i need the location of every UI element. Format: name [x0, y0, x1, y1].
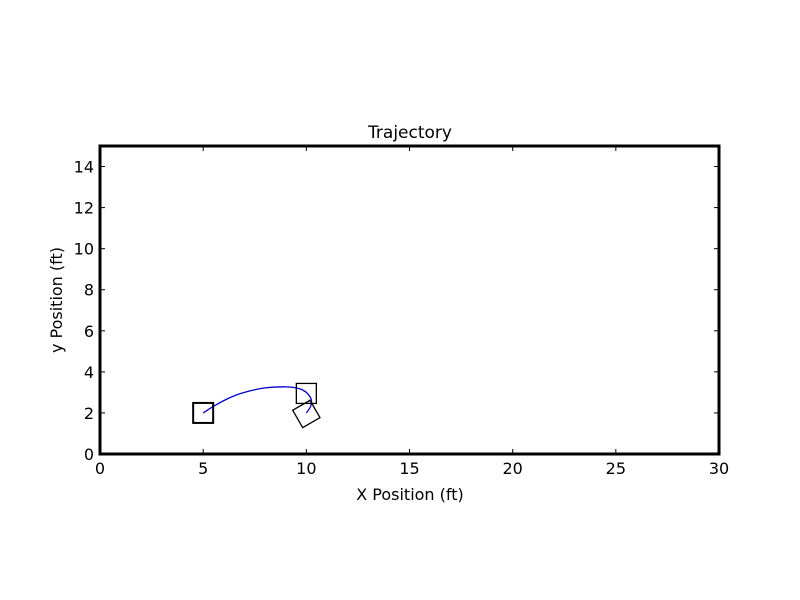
y-axis-label: y Position (ft) — [47, 247, 66, 353]
y-tick-label: 8 — [84, 281, 94, 300]
y-axis-ticks: 0 2 4 6 8 10 12 14 — [74, 158, 719, 464]
x-axis-ticks: 0 5 10 15 20 25 30 — [95, 146, 729, 478]
y-tick-label: 10 — [74, 240, 94, 259]
x-tick-label: 0 — [95, 459, 105, 478]
trajectory-line — [202, 386, 313, 414]
chart-title: Trajectory — [367, 123, 452, 143]
pose-marker — [192, 401, 215, 424]
x-tick-label: 25 — [606, 459, 626, 478]
x-tick-label: 5 — [198, 459, 208, 478]
y-tick-label: 6 — [84, 322, 94, 341]
y-tick-label: 2 — [84, 404, 94, 423]
data-layer — [192, 382, 321, 429]
y-tick-label: 0 — [84, 445, 94, 464]
plot-area — [98, 144, 721, 456]
y-tick-label: 4 — [84, 363, 94, 382]
x-tick-label: 10 — [296, 459, 316, 478]
x-tick-label: 15 — [399, 459, 419, 478]
pose-marker — [291, 399, 321, 429]
y-tick-label: 12 — [74, 199, 94, 218]
x-axis-label: X Position (ft) — [356, 485, 464, 504]
pose-marker — [295, 382, 317, 405]
x-tick-label: 30 — [709, 459, 729, 478]
x-tick-label: 20 — [502, 459, 522, 478]
y-tick-label: 14 — [74, 158, 94, 177]
